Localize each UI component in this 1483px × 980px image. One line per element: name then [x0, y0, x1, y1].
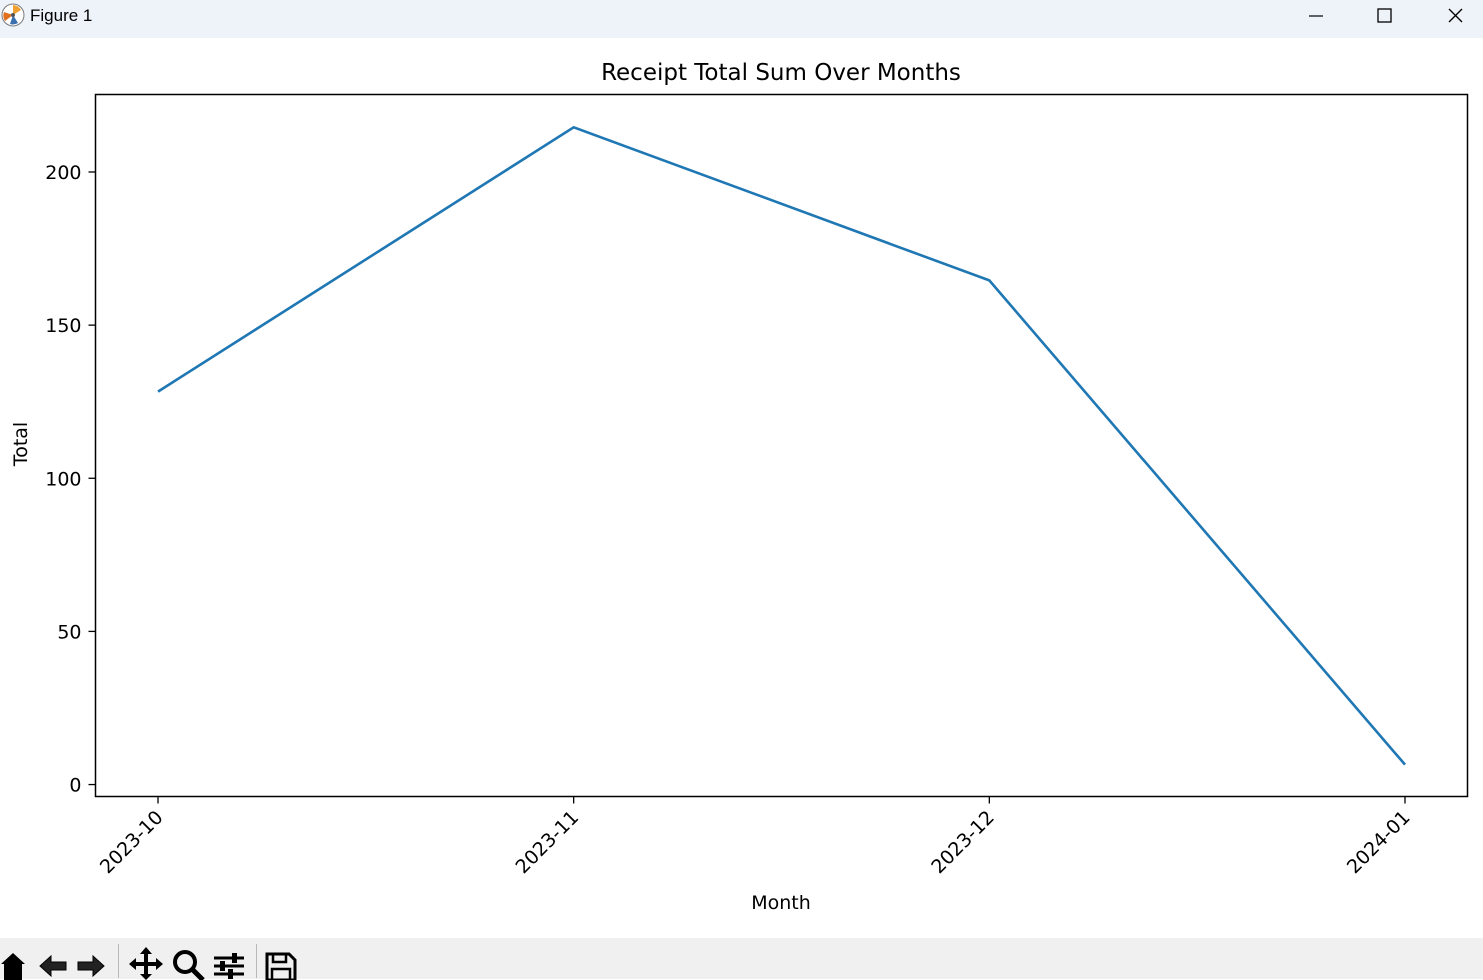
plot-area [95, 94, 1468, 797]
line-chart: Receipt Total Sum Over Months 0 50 100 150 2… [10, 60, 1469, 914]
x-tick-label: 2024-01 [1343, 806, 1415, 878]
chart-title: Receipt Total Sum Over Months [601, 60, 961, 86]
maximize-icon [1377, 8, 1392, 23]
x-tick-label: 2023-11 [512, 806, 584, 878]
back-arrow-icon[interactable] [38, 944, 68, 980]
toolbar-separator [256, 944, 257, 978]
minimize-icon [1309, 15, 1323, 17]
plot-frame [94, 93, 1469, 798]
pan-icon[interactable] [128, 944, 164, 980]
y-tick-label: 0 [69, 775, 81, 797]
toolbar-separator [118, 944, 119, 978]
configure-subplots-icon[interactable] [212, 944, 246, 980]
minimize-button[interactable] [1282, 0, 1350, 32]
zoom-icon[interactable] [170, 944, 206, 980]
x-tick-label: 2023-12 [927, 806, 999, 878]
forward-arrow-icon[interactable] [76, 944, 106, 980]
window-title: Figure 1 [30, 6, 93, 25]
save-icon[interactable] [264, 944, 298, 980]
x-axis-label: Month [751, 892, 811, 914]
y-tick-label: 150 [45, 315, 81, 337]
close-icon [1448, 8, 1463, 23]
close-button[interactable] [1418, 0, 1483, 32]
window-titlebar: Figure 1 [0, 0, 1483, 38]
y-tick-label: 100 [45, 468, 81, 490]
navigation-toolbar [0, 938, 1483, 980]
series-line [157, 126, 1406, 766]
x-tick-label: 2023-10 [96, 806, 168, 878]
y-tick-label: 200 [45, 162, 81, 184]
maximize-button[interactable] [1350, 0, 1418, 32]
y-tick-label: 50 [57, 621, 81, 643]
y-axis-label: Total [10, 422, 32, 467]
matplotlib-logo-icon [1, 3, 25, 27]
home-icon[interactable] [0, 944, 28, 980]
